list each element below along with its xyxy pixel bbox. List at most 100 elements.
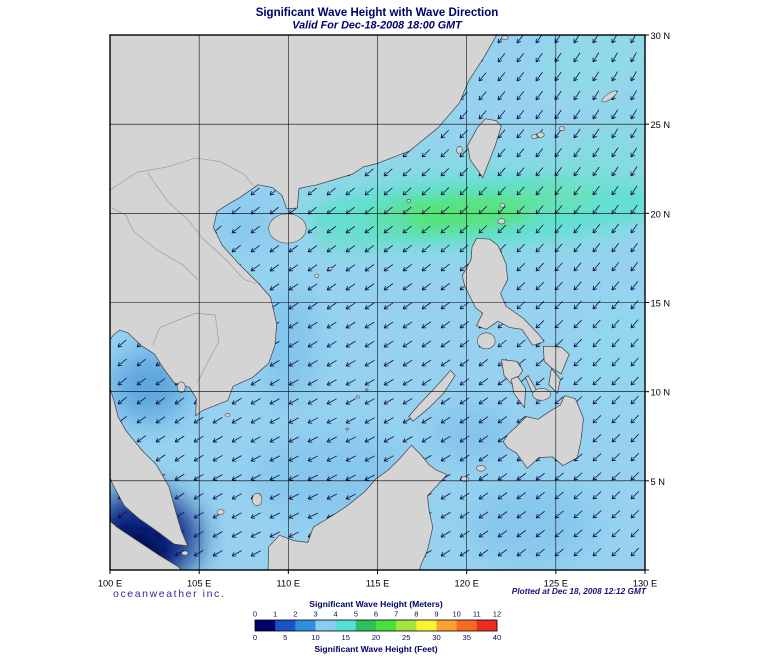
wave-arrow <box>611 300 620 310</box>
lat-tick-label: 10 N <box>651 388 671 398</box>
wave-arrow <box>326 226 337 234</box>
wave-arrow <box>573 472 583 481</box>
wave-arrow <box>345 417 356 424</box>
wave-arrow <box>269 512 280 519</box>
island <box>406 199 411 203</box>
wave-arrow <box>630 109 637 120</box>
wave-arrow <box>402 283 413 291</box>
wave-arrow <box>535 224 544 234</box>
wave-arrow <box>516 243 525 253</box>
wave-arrow <box>212 493 223 500</box>
wave-arrow <box>402 378 413 386</box>
wave-arrow <box>364 302 375 310</box>
wave-arrow <box>345 283 356 291</box>
wave-arrow <box>440 416 451 424</box>
wave-arrow <box>307 283 318 291</box>
wave-arrow <box>345 187 355 196</box>
wave-arrow <box>383 455 394 462</box>
wave-arrow <box>478 454 489 462</box>
wave-arrow <box>630 490 640 500</box>
wave-arrow <box>421 187 431 196</box>
wave-arrow <box>307 417 318 424</box>
wave-arrow <box>573 71 581 82</box>
wave-arrow <box>345 226 355 234</box>
wave-arrow <box>611 491 621 500</box>
wave-arrow <box>345 493 356 500</box>
wave-arrow <box>535 262 544 272</box>
colorbar-segment <box>295 620 316 631</box>
wave-arrow <box>592 396 602 405</box>
wave-arrow <box>212 550 223 557</box>
wave-arrow <box>478 186 487 196</box>
lon-tick-label: 120 E <box>455 579 479 589</box>
wave-arrow <box>250 264 261 272</box>
wave-arrow <box>592 109 600 120</box>
landmass <box>502 395 584 469</box>
wave-arrow <box>307 226 318 234</box>
wave-arrow <box>516 492 527 500</box>
wave-arrow <box>611 243 620 253</box>
wave-arrow <box>516 473 527 481</box>
wave-arrow <box>250 225 260 234</box>
colorbar-segment <box>275 620 296 631</box>
wave-arrow <box>573 358 583 367</box>
wave-arrow <box>326 455 337 462</box>
wave-arrow <box>269 360 280 367</box>
wave-arrow <box>459 511 470 519</box>
wave-arrow <box>288 283 299 291</box>
wave-arrow <box>326 379 337 386</box>
meter-tick-label: 5 <box>354 610 358 619</box>
island <box>181 550 189 556</box>
wave-arrow <box>402 302 413 310</box>
wave-arrow <box>573 510 583 519</box>
wave-arrow <box>383 302 394 310</box>
wave-arrow <box>174 454 185 462</box>
wave-arrow <box>478 397 489 405</box>
island <box>601 90 618 103</box>
wave-arrow <box>459 378 470 386</box>
wave-arrow <box>364 379 375 386</box>
wave-arrow <box>516 282 526 291</box>
wave-arrow <box>364 168 374 177</box>
island <box>225 413 231 418</box>
wave-arrow <box>478 511 489 519</box>
wave-arrow <box>630 528 640 538</box>
island <box>531 134 538 140</box>
wave-arrow <box>611 510 621 519</box>
meter-tick-label: 6 <box>374 610 378 619</box>
wave-arrow <box>307 493 318 500</box>
wave-arrow <box>155 454 166 462</box>
wave-arrow <box>155 435 166 443</box>
wave-arrow <box>364 187 374 196</box>
wave-arrow <box>269 283 280 291</box>
island <box>456 146 463 154</box>
wave-arrow <box>573 185 581 196</box>
wave-arrow <box>345 474 356 481</box>
wave-arrow <box>592 71 600 82</box>
wave-arrow <box>117 396 127 405</box>
wave-arrow <box>345 245 356 253</box>
wave-arrow <box>307 340 318 348</box>
wave-arrow <box>478 492 489 500</box>
wave-arrow <box>535 90 543 101</box>
wave-arrow <box>307 321 318 329</box>
wave-arrow <box>421 340 432 348</box>
wave-arrow <box>611 376 620 386</box>
wave-arrow <box>345 436 356 443</box>
wave-arrow <box>440 530 451 538</box>
wave-arrow <box>497 148 506 158</box>
wave-arrow <box>440 492 451 500</box>
wave-arrow <box>345 455 356 462</box>
wave-arrow <box>630 414 639 424</box>
wave-arrow <box>136 377 146 386</box>
wave-arrow <box>136 416 147 424</box>
wave-arrow <box>592 548 602 557</box>
wave-arrow <box>250 474 261 481</box>
wave-arrow <box>592 224 601 234</box>
wave-arrow <box>288 302 299 310</box>
wave-arrow <box>535 109 543 120</box>
wave-arrow <box>288 455 299 462</box>
wave-arrow <box>611 548 621 557</box>
wave-arrow <box>440 187 450 196</box>
